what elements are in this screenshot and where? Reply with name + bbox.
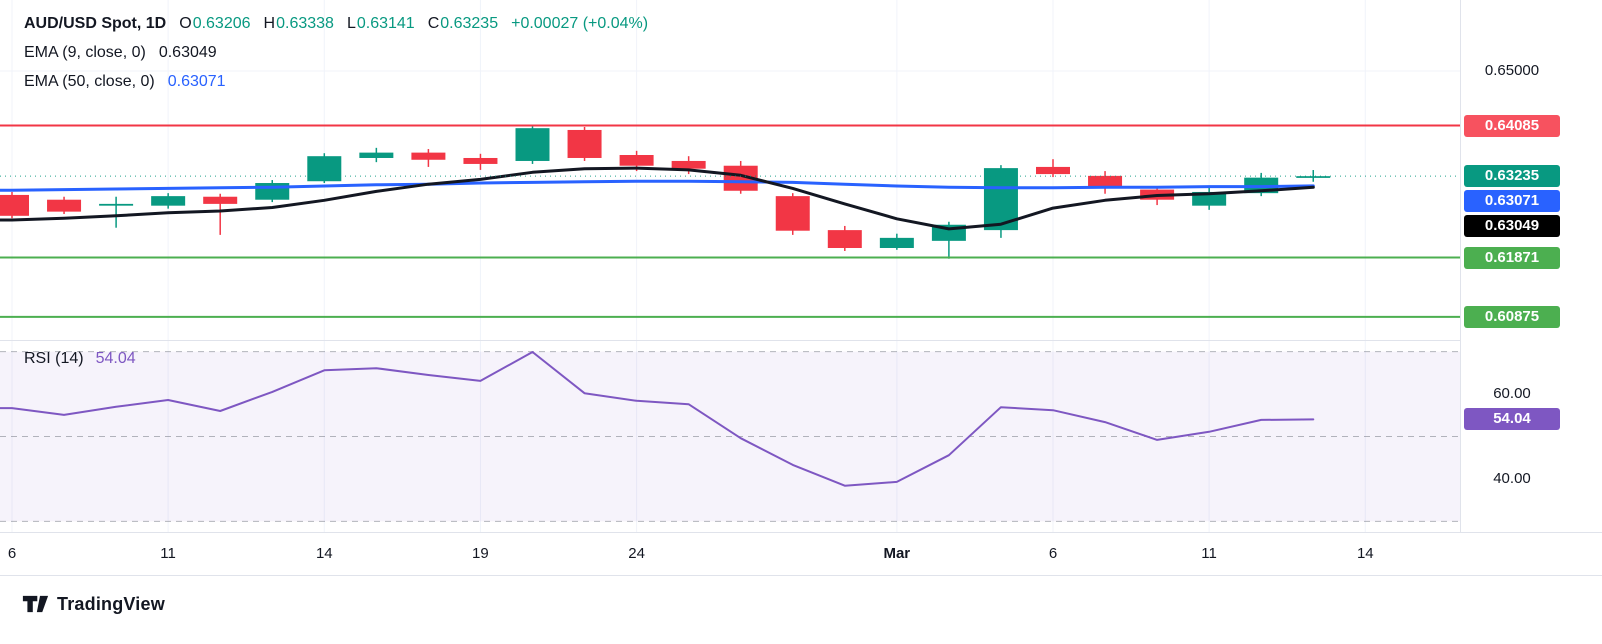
rsi-value: 54.04 [95, 350, 136, 367]
price-badge: 0.63049 [1464, 215, 1560, 238]
ema9-label: EMA (9, close, 0) [24, 44, 146, 61]
time-tick: 6 [1048, 545, 1058, 562]
candle-body[interactable] [567, 129, 602, 158]
candle-body[interactable] [671, 160, 706, 169]
symbol-title[interactable]: AUD/USD Spot, 1D [24, 15, 167, 32]
candle-body[interactable] [0, 194, 29, 216]
time-tick: Mar [883, 545, 911, 562]
price-badge: 0.61871 [1464, 246, 1560, 269]
price-badge: 0.63235 [1464, 165, 1560, 188]
ema9-row[interactable]: EMA (9, close, 0) 0.63049 [24, 44, 648, 68]
candle-body[interactable] [879, 237, 914, 248]
candle-body[interactable] [359, 152, 394, 158]
time-tick: 14 [1356, 545, 1374, 562]
candle-body[interactable] [619, 155, 654, 166]
time-tick: 11 [160, 545, 176, 562]
ohlc-high: H 0.63338 [263, 15, 334, 32]
time-tick: 24 [628, 545, 645, 562]
candle-body[interactable] [203, 196, 238, 204]
candle-body[interactable] [307, 156, 342, 182]
price-badge: 0.63071 [1464, 190, 1560, 213]
rsi-pane[interactable] [0, 341, 1460, 532]
candle-body[interactable] [47, 199, 82, 212]
symbol-row: AUD/USD Spot, 1D O 0.63206 H 0.63338 L 0.63… [24, 15, 648, 39]
candle-body[interactable] [463, 157, 498, 164]
change-value: +0.00027 (+0.04%) [511, 15, 649, 32]
rsi-legend[interactable]: RSI (14) 54.04 [24, 350, 136, 368]
ohlc-low: L 0.63141 [346, 15, 415, 32]
price-badge: 0.60875 [1464, 305, 1560, 328]
ohlc-open: O 0.63206 [179, 15, 251, 32]
candle-body[interactable] [1088, 175, 1123, 188]
tradingview-attribution[interactable]: TradingView [22, 590, 165, 618]
price-badge: 54.04 [1464, 408, 1560, 431]
candle-body[interactable] [775, 196, 810, 231]
chart-legend: AUD/USD Spot, 1D O 0.63206 H 0.63338 L 0.63… [24, 15, 648, 102]
candle-body[interactable] [1296, 176, 1331, 178]
axis-label: 0.65000 [1484, 61, 1540, 79]
candle-body[interactable] [411, 152, 446, 160]
ema9-value: 0.63049 [158, 44, 217, 61]
time-tick: 19 [472, 545, 489, 562]
time-tick: 11 [1201, 545, 1217, 562]
candle-body[interactable] [515, 128, 550, 161]
time-axis[interactable]: 6 11 14 19 24 Mar 6 11 14 [0, 532, 1602, 576]
ema50-line[interactable] [0, 179, 1315, 192]
candle-body[interactable] [99, 203, 134, 206]
ema50-row[interactable]: EMA (50, close, 0) 0.63071 [24, 73, 648, 97]
candle-body[interactable] [151, 196, 186, 206]
time-tick: 6 [7, 545, 17, 562]
axis-label: 60.00 [1493, 385, 1531, 403]
price-badge: 0.64085 [1464, 114, 1560, 137]
price-pane[interactable] [0, 0, 1460, 341]
pane-separator[interactable] [0, 340, 1460, 341]
axis-label: 40.00 [1493, 469, 1531, 487]
tradingview-logo-icon [22, 595, 49, 613]
rsi-label: RSI (14) [24, 350, 84, 367]
rsi-line[interactable] [0, 351, 1315, 487]
price-scale-axis[interactable]: 0.65000 0.64085 0.63235 0.63071 0.63049 0.618… [1460, 0, 1602, 576]
time-tick: 14 [315, 545, 333, 562]
ohlc-close: C 0.63235 [427, 15, 499, 32]
candle-body[interactable] [1036, 166, 1070, 175]
candle-body[interactable] [827, 230, 862, 248]
ema9-line[interactable] [0, 166, 1315, 231]
ema50-value: 0.63071 [167, 73, 226, 90]
tradingview-wordmark: TradingView [57, 593, 165, 614]
ema50-label: EMA (50, close, 0) [24, 73, 155, 90]
